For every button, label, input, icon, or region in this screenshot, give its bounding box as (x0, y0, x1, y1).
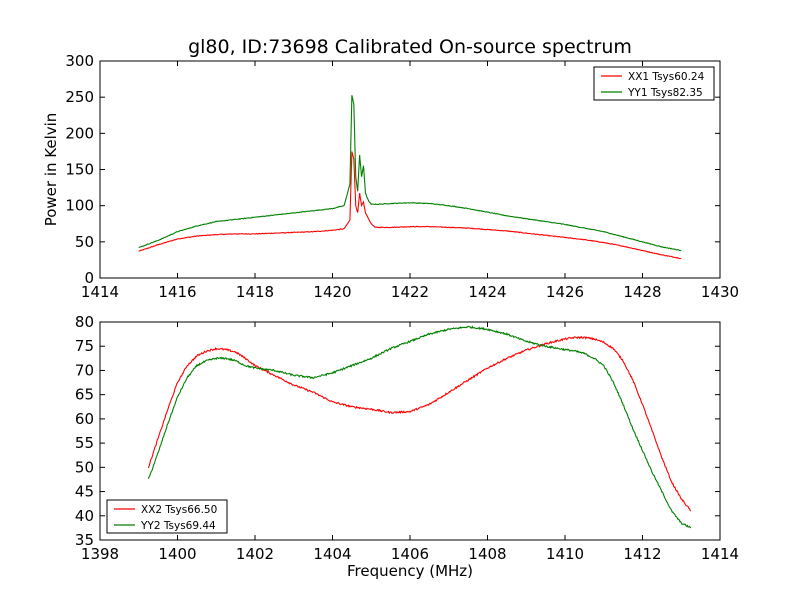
legend-box (106, 499, 228, 534)
y-tick-label: 250 (65, 88, 94, 106)
legend-entry-label: XX1 Tsys60.24 (628, 71, 705, 83)
y-tick-label: 50 (75, 458, 94, 476)
y-tick-label: 35 (75, 531, 94, 549)
y-tick-label: 300 (65, 52, 94, 70)
y-tick-label: 150 (65, 161, 94, 179)
legend-entry-label: YY1 Tsys82.35 (627, 87, 703, 99)
x-tick-label: 1404 (313, 545, 351, 563)
y-tick-label: 65 (75, 386, 94, 404)
x-tick-label: 1400 (158, 545, 196, 563)
y-tick-label: 70 (75, 361, 94, 379)
y-tick-label: 100 (65, 197, 94, 215)
legend-entry-label: XX2 Tsys66.50 (141, 504, 217, 516)
series-line-2-1 (147, 335, 692, 512)
y-axis-label: Power in Kelvin (42, 113, 60, 227)
series-line-1-1 (138, 151, 682, 260)
x-tick-label: 1424 (468, 283, 506, 301)
x-tick-label: 1406 (391, 545, 429, 563)
x-tick-label: 1418 (236, 283, 274, 301)
axes-panel-2: 1398 1400 1402 1404 1406 1408 1410 1412 1414 35 40… (75, 313, 739, 580)
y-tick-label: 0 (84, 269, 94, 287)
chart-title: gl80, ID:73698 Calibrated On-source spec… (188, 36, 632, 58)
x-tick-label: 1402 (236, 545, 274, 563)
x-tick-label: 1412 (623, 545, 661, 563)
y-tick-label: 80 (75, 313, 94, 331)
axes-panel-1: 1414 1416 1418 1420 1422 1424 1426 1428 1430 0 50 1… (42, 52, 739, 301)
legend-box (593, 66, 715, 101)
x-tick-label: 1426 (546, 283, 584, 301)
x-axis-label: Frequency (MHz) (347, 562, 473, 580)
x-tick-label: 1410 (546, 545, 584, 563)
series-line-1-2 (138, 95, 682, 252)
y-tick-label: 50 (75, 233, 94, 251)
x-tick-label: 1398 (81, 545, 119, 563)
series-line-2-2 (147, 325, 692, 529)
x-tick-label: 1422 (391, 283, 429, 301)
x-tick-label: 1408 (468, 545, 506, 563)
x-tick-label: 1430 (701, 283, 739, 301)
x-tick-label: 1428 (623, 283, 661, 301)
y-tick-label: 40 (75, 507, 94, 525)
y-tick-label: 200 (65, 124, 94, 142)
x-tick-label: 1416 (158, 283, 196, 301)
legend-entry-label: YY2 Tsys69.44 (140, 520, 216, 532)
x-tick-label: 1420 (313, 283, 351, 301)
y-tick-label: 55 (75, 434, 94, 452)
y-tick-label: 45 (75, 483, 94, 501)
y-tick-label: 60 (75, 410, 94, 428)
x-tick-label: 1414 (701, 545, 739, 563)
y-tick-label: 75 (75, 337, 94, 355)
x-tick-label: 1414 (81, 283, 119, 301)
